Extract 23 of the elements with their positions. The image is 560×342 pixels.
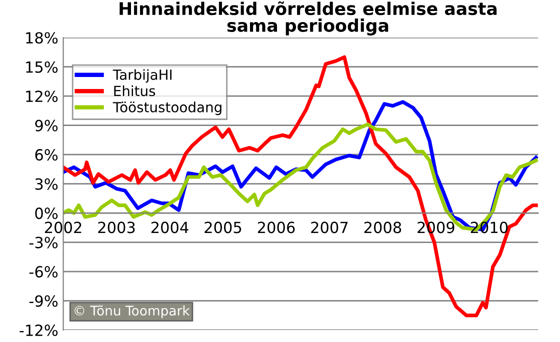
- annotation: © Tõnu Toompark: [74, 305, 190, 318]
- chart-title: Hinnaindeksid võrreldes eelmise aasta sama perioodiga: [120, 1, 497, 36]
- x-tick-label: 2007: [311, 222, 348, 234]
- y-tick-label: 0%: [35, 208, 58, 220]
- x-tick-label: 2008: [364, 222, 402, 234]
- y-tick-label: 6%: [35, 149, 58, 161]
- x-tick-label: 2003: [98, 222, 135, 234]
- x-tick-label: 2002: [44, 222, 82, 234]
- y-tick-label: 12%: [26, 90, 58, 102]
- y-tick-label: 9%: [35, 120, 58, 132]
- y-tick-label: 18%: [26, 32, 58, 44]
- legend-label: Tööstustoodang: [112, 102, 222, 116]
- y-tick-label: -12%: [20, 324, 58, 336]
- y-tick-label: -6%: [29, 266, 58, 278]
- y-tick-label: -9%: [29, 295, 58, 307]
- y-tick-label: 15%: [26, 61, 58, 73]
- x-tick-label: 2005: [204, 222, 242, 234]
- x-tick-label: 2004: [151, 222, 188, 234]
- y-tick-label: 3%: [35, 178, 58, 190]
- legend-label: Ehitus: [114, 85, 156, 96]
- y-tick-label: -3%: [29, 236, 58, 248]
- legend-label: TarbijaHI: [112, 69, 172, 83]
- x-tick-label: 2006: [258, 222, 295, 234]
